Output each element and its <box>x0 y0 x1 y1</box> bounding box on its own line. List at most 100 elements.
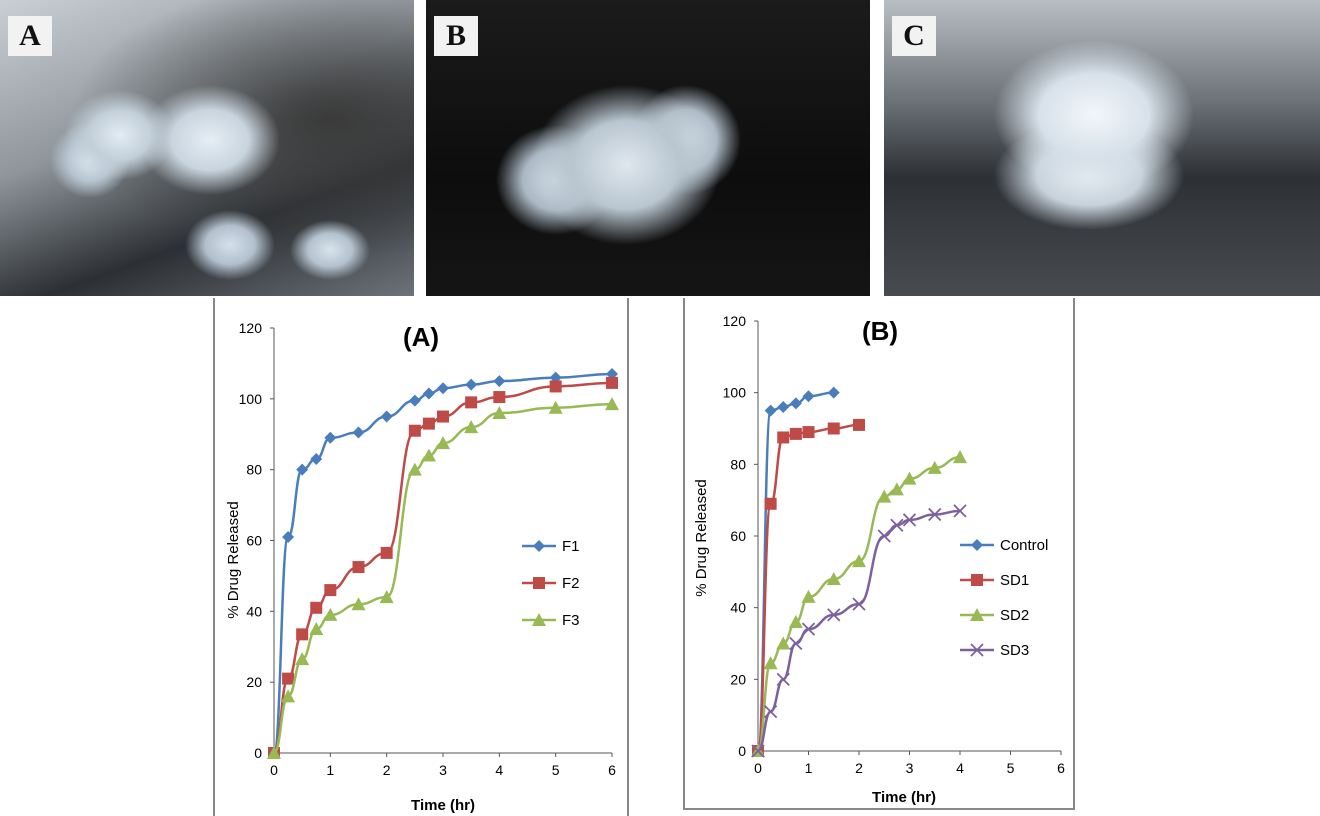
data-point-f2 <box>296 628 309 641</box>
series-line-control <box>756 391 834 753</box>
data-point-sd2 <box>902 471 917 485</box>
legend-marker-sd3 <box>970 643 984 657</box>
x-tick-label: 6 <box>608 762 616 778</box>
chart-b-bottom-border <box>683 808 1075 810</box>
y-tick-label: 40 <box>730 600 746 616</box>
y-tick-label: 60 <box>246 533 262 549</box>
data-point-f3 <box>267 746 281 759</box>
data-point-f3 <box>379 590 394 604</box>
data-point-f1 <box>493 375 506 388</box>
hydrogel-photo-b: B <box>426 0 870 296</box>
data-point-f3 <box>421 448 436 462</box>
data-point-sd3 <box>763 704 778 719</box>
data-point-f3 <box>492 406 507 419</box>
photo-label-c: C <box>892 16 936 56</box>
legend-marker-f1 <box>533 540 545 552</box>
data-point-sd3 <box>801 622 816 636</box>
legend-marker-f2 <box>533 577 545 589</box>
data-point-sd2 <box>852 554 866 568</box>
chart-b: (B) Time (hr) % Drug Released 0204060801… <box>693 313 1065 806</box>
hydrogel-photo-a: A <box>0 0 414 296</box>
legend-marker-sd1 <box>971 574 983 586</box>
data-point-f3 <box>464 420 479 434</box>
data-point-sd2 <box>889 482 904 496</box>
data-point-control <box>827 386 840 399</box>
chart-a-title: (A) <box>403 322 439 352</box>
chart-a-right-border <box>627 298 629 816</box>
data-point-f2 <box>380 546 393 559</box>
data-point-sd2 <box>953 450 967 464</box>
data-point-f2 <box>437 410 449 423</box>
x-tick-label: 0 <box>754 760 762 776</box>
hydrogel-photo-c: C <box>884 0 1320 296</box>
data-point-sd3 <box>877 529 891 543</box>
y-tick-label: 40 <box>246 603 262 619</box>
y-tick-label: 100 <box>723 385 747 401</box>
x-tick-label: 5 <box>1007 760 1015 776</box>
data-point-f2 <box>408 424 421 437</box>
x-tick-label: 1 <box>326 762 334 778</box>
data-point-sd1 <box>827 422 840 435</box>
photo-label-b: B <box>434 16 478 56</box>
legend-label-sd3: SD3 <box>1000 642 1029 659</box>
data-point-f2 <box>606 376 618 389</box>
data-point-f3 <box>436 436 450 450</box>
data-point-sd3 <box>953 504 967 518</box>
data-point-sd3 <box>751 744 765 758</box>
data-point-sd3 <box>827 608 841 622</box>
series-line-f1 <box>272 372 613 755</box>
chart-b-left-border <box>683 298 685 810</box>
data-point-sd3 <box>902 513 917 527</box>
data-point-f1 <box>465 378 478 391</box>
data-point-sd1 <box>853 418 865 431</box>
data-point-f1 <box>352 426 365 439</box>
legend-label-f1: F1 <box>562 538 580 555</box>
data-point-f2 <box>352 561 365 574</box>
data-point-f3 <box>309 622 324 636</box>
data-point-f3 <box>407 462 422 476</box>
data-point-sd1 <box>789 427 802 440</box>
y-tick-label: 120 <box>239 320 263 336</box>
data-point-sd2 <box>826 572 841 585</box>
y-tick-label: 20 <box>730 671 746 687</box>
y-tick-label: 120 <box>723 313 747 329</box>
data-point-sd2 <box>763 656 778 670</box>
x-tick-label: 5 <box>552 762 560 778</box>
y-tick-label: 0 <box>254 745 262 761</box>
data-point-sd1 <box>802 426 815 439</box>
legend-marker-f3 <box>532 613 546 626</box>
x-tick-label: 3 <box>906 760 914 776</box>
data-point-sd3 <box>890 518 904 532</box>
data-point-f1 <box>282 530 295 543</box>
x-tick-label: 0 <box>270 762 278 778</box>
chart-b-xlabel: Time (hr) <box>872 789 936 806</box>
x-tick-label: 2 <box>383 762 391 778</box>
data-point-sd3 <box>776 672 790 686</box>
x-tick-label: 3 <box>439 762 447 778</box>
data-point-f1 <box>324 431 337 444</box>
data-point-sd3 <box>789 636 803 651</box>
data-point-f1 <box>408 394 421 407</box>
data-point-sd3 <box>852 597 866 611</box>
data-point-f2 <box>422 417 435 430</box>
data-point-f2 <box>493 391 506 404</box>
data-point-control <box>777 401 790 413</box>
x-tick-label: 4 <box>956 760 964 776</box>
chart-a: (A) Time (hr) % Drug Released 0204060801… <box>225 320 619 814</box>
y-tick-label: 80 <box>246 462 262 478</box>
data-point-control <box>789 397 802 410</box>
data-point-f3 <box>548 400 563 414</box>
data-point-f3 <box>295 652 310 666</box>
chart-a-left-border <box>213 298 215 816</box>
legend-label-sd1: SD1 <box>1000 572 1029 589</box>
data-point-sd2 <box>927 460 942 474</box>
legend-label-sd2: SD2 <box>1000 607 1029 624</box>
data-point-f1 <box>296 463 309 476</box>
y-tick-label: 80 <box>730 456 746 472</box>
photo-label-a: A <box>8 16 52 56</box>
data-point-f2 <box>549 380 562 393</box>
data-point-f2 <box>282 672 295 685</box>
chart-b-right-border <box>1073 298 1075 810</box>
y-tick-label: 100 <box>239 391 263 407</box>
data-point-sd2 <box>801 589 816 603</box>
